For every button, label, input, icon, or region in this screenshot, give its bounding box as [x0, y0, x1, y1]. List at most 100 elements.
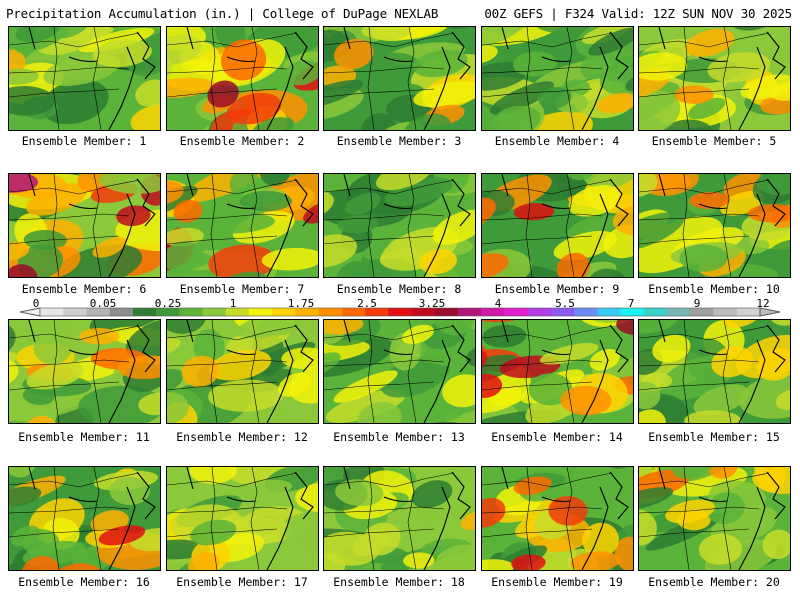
state-boundary	[407, 467, 417, 570]
state-boundary	[167, 381, 278, 391]
state-boundary	[682, 27, 690, 130]
state-boundary	[658, 320, 666, 343]
state-boundary	[28, 27, 36, 50]
state-boundary	[639, 88, 750, 98]
state-boundary	[68, 349, 98, 356]
ensemble-member-label: Ensemble Member: 20	[648, 575, 780, 589]
state-boundary	[9, 32, 140, 48]
scale-swatch	[481, 308, 505, 316]
scale-swatch	[86, 308, 110, 316]
color-scale-bar	[20, 307, 780, 317]
state-boundary	[482, 32, 613, 48]
state-boundary	[108, 46, 136, 130]
state-boundary	[722, 27, 732, 130]
state-boundary	[698, 349, 728, 356]
scale-swatch	[295, 308, 320, 316]
ensemble-panel-4	[481, 26, 634, 131]
scale-swatch	[318, 308, 343, 316]
state-boundary	[658, 467, 666, 490]
state-boundary	[738, 486, 766, 570]
ensemble-member-label: Ensemble Member: 12	[176, 430, 308, 444]
state-boundary	[9, 528, 120, 538]
state-boundary	[167, 179, 298, 195]
scale-tick-label: 9	[693, 297, 701, 310]
state-boundary	[136, 471, 156, 520]
state-boundary	[525, 320, 533, 423]
scale-frame	[39, 307, 761, 317]
scale-swatch	[63, 308, 87, 316]
state-boundary	[367, 320, 375, 423]
state-boundary	[9, 213, 130, 221]
state-boundary	[581, 486, 609, 570]
state-boundary	[698, 56, 728, 63]
ensemble-member-label: Ensemble Member: 6	[21, 282, 147, 296]
state-boundary	[423, 486, 451, 570]
state-boundary	[324, 32, 455, 48]
state-boundary	[343, 320, 351, 343]
ensemble-panel-11	[8, 319, 161, 424]
state-boundary	[639, 32, 770, 48]
state-boundary	[266, 193, 294, 277]
ensemble-member-label: Ensemble Member: 11	[18, 430, 150, 444]
state-boundary	[136, 324, 156, 373]
state-boundary	[9, 506, 130, 514]
state-boundary	[294, 471, 314, 520]
state-boundary	[383, 56, 413, 63]
state-boundary	[52, 320, 60, 423]
ensemble-panel-13	[323, 319, 476, 424]
state-boundary	[92, 467, 102, 570]
state-boundary	[186, 320, 194, 343]
ensemble-member-label: Ensemble Member: 7	[179, 282, 305, 296]
scale-tick-label: 1.75	[287, 297, 315, 310]
scale-swatch	[550, 308, 575, 316]
state-boundary	[9, 235, 120, 245]
state-boundary	[294, 324, 314, 373]
state-boundary	[541, 496, 571, 503]
ensemble-member-label: Ensemble Member: 10	[648, 282, 780, 296]
scale-tick-label: 0.25	[154, 297, 182, 310]
state-boundary	[52, 467, 60, 570]
scale-swatch	[411, 308, 436, 316]
state-boundary	[52, 174, 60, 277]
state-boundary	[639, 325, 770, 341]
state-boundary	[383, 349, 413, 356]
ensemble-panel-19	[481, 466, 634, 571]
state-boundary	[482, 506, 603, 514]
ensemble-panel-1	[8, 26, 161, 131]
state-boundary	[482, 325, 613, 341]
state-boundary	[226, 349, 256, 356]
ensemble-panel-9	[481, 173, 634, 278]
state-boundary	[565, 467, 575, 570]
state-boundary	[250, 467, 260, 570]
state-boundary	[451, 324, 471, 373]
state-boundary	[738, 193, 766, 277]
state-boundary	[639, 66, 760, 74]
state-boundary	[210, 27, 218, 130]
scale-swatch	[690, 308, 714, 316]
state-boundary	[210, 467, 218, 570]
state-boundary	[766, 471, 786, 520]
scale-swatch	[667, 308, 691, 316]
state-boundary	[68, 203, 98, 210]
ensemble-member-label: Ensemble Member: 1	[21, 134, 147, 148]
scale-swatch	[713, 308, 738, 316]
state-boundary	[639, 472, 770, 488]
state-boundary	[482, 528, 593, 538]
state-boundary	[407, 320, 417, 423]
state-boundary	[383, 203, 413, 210]
state-boundary	[407, 174, 417, 277]
scale-swatch	[597, 308, 621, 316]
state-boundary	[250, 27, 260, 130]
ensemble-member-label: Ensemble Member: 16	[18, 575, 150, 589]
ensemble-panel-5	[638, 26, 791, 131]
state-boundary	[639, 235, 750, 245]
ensemble-member-label: Ensemble Member: 17	[176, 575, 308, 589]
scale-swatch	[574, 308, 598, 316]
state-boundary	[423, 46, 451, 130]
state-boundary	[266, 339, 294, 423]
scale-swatch	[156, 308, 180, 316]
state-boundary	[565, 174, 575, 277]
scale-tick-label: 2.5	[357, 297, 377, 310]
state-boundary	[167, 235, 278, 245]
scale-swatch	[225, 308, 250, 316]
